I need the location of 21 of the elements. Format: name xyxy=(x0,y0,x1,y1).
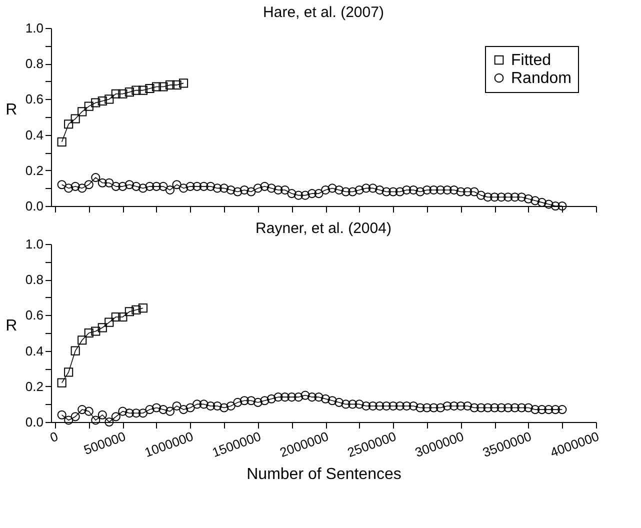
x-tick-label: 500000 xyxy=(82,428,128,458)
chart-title: Hare, et al. (2007) xyxy=(263,4,384,21)
y-tick-label: 0.4 xyxy=(25,343,44,358)
x-axis-title: Number of Sentences xyxy=(246,466,402,484)
y-tick-label: 0.2 xyxy=(25,162,44,178)
x-tick-label: 0 xyxy=(48,428,60,446)
y-axis-title: R xyxy=(6,102,18,118)
y-tick-label: 0.4 xyxy=(25,127,44,142)
y-tick-label: 0.2 xyxy=(25,378,44,394)
y-tick-label: 1.0 xyxy=(25,236,44,252)
chart-title: Rayner, et al. (2004) xyxy=(256,220,392,237)
y-tick-label: 0.6 xyxy=(25,308,44,323)
y-axis-title: R xyxy=(6,318,18,334)
legend-label: Random xyxy=(511,70,572,87)
y-tick-label: 1.0 xyxy=(25,20,44,36)
y-tick-label: 0.8 xyxy=(25,56,44,72)
y-tick-label: 0.0 xyxy=(25,198,44,214)
y-tick-label: 0.0 xyxy=(25,414,44,430)
legend-label: Fitted xyxy=(511,52,552,69)
y-tick-label: 0.6 xyxy=(25,92,44,107)
y-tick-label: 0.8 xyxy=(25,272,44,288)
